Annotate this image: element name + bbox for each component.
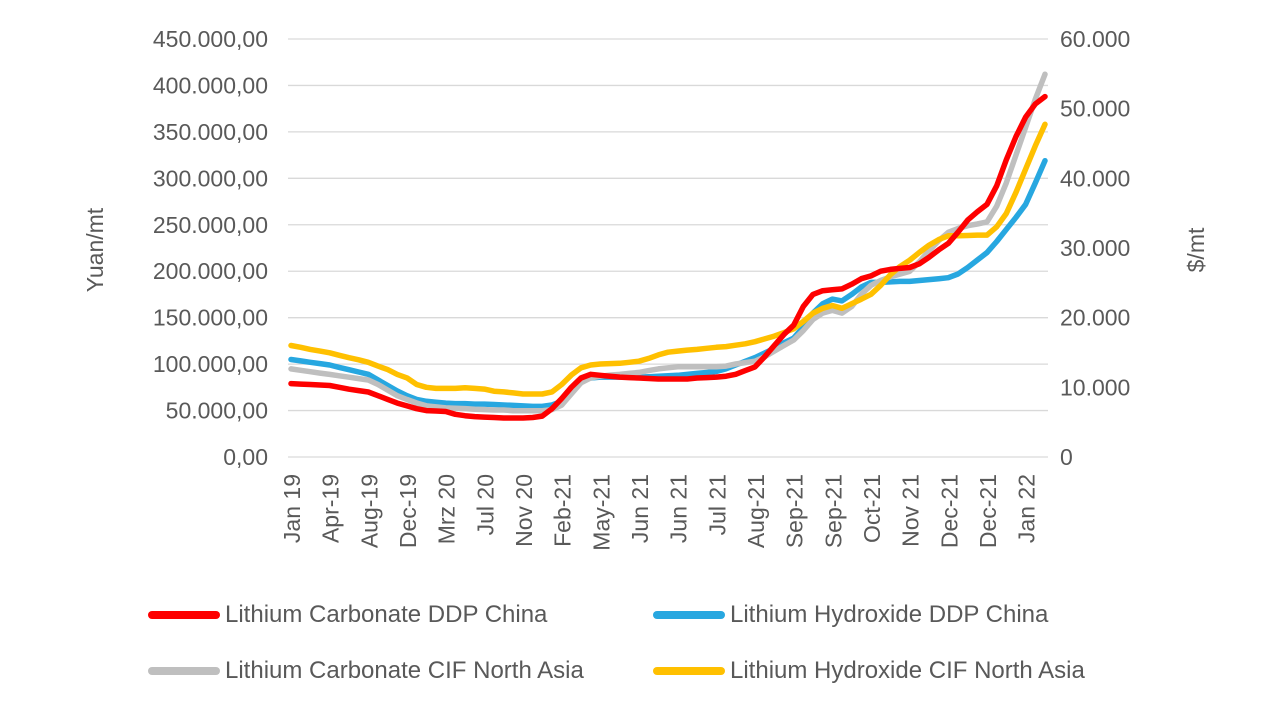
legend-line-swatch-icon xyxy=(653,611,725,619)
x-axis-tick-label: Nov 21 xyxy=(898,474,924,547)
right-axis-tick-label: 0 xyxy=(1060,444,1073,470)
left-axis-tick-label: 100.000,00 xyxy=(153,351,268,377)
x-axis-tick-label: Oct-21 xyxy=(859,474,885,543)
series-line-lithium-hydroxide-ddp-china xyxy=(288,157,1048,410)
right-axis-title: $/mt xyxy=(1183,227,1209,272)
left-axis-title: Yuan/mt xyxy=(82,207,108,292)
x-axis-tick-labels: Jan 19 Apr-19 Aug-19 Dec-19 Mrz 20 Jul 20 Nov … xyxy=(279,474,1040,551)
left-axis-tick-label: 400.000,00 xyxy=(153,72,268,98)
x-axis-tick-label: Sep-21 xyxy=(782,474,808,548)
legend-item: Lithium Hydroxide DDP China xyxy=(653,600,1158,630)
x-axis-tick-label: Dec-21 xyxy=(936,474,962,548)
legend-item: Lithium Carbonate CIF North Asia xyxy=(148,656,653,686)
left-axis-tick-labels: 450.000,00 400.000,00 350.000,00 300.000,00… xyxy=(153,26,268,470)
x-axis-tick-label: Aug-21 xyxy=(743,474,769,548)
x-axis-tick-label: Jan 19 xyxy=(279,474,305,543)
legend-line-swatch-icon xyxy=(653,667,725,675)
left-axis-tick-label: 250.000,00 xyxy=(153,212,268,238)
left-axis-tick-label: 0,00 xyxy=(223,444,268,470)
legend-label: Lithium Hydroxide DDP China xyxy=(730,601,1049,628)
right-axis-tick-label: 20.000 xyxy=(1060,305,1130,331)
left-axis-tick-label: 300.000,00 xyxy=(153,165,268,191)
x-axis-tick-label: Jun 21 xyxy=(666,474,692,543)
x-axis-tick-label: Feb-21 xyxy=(550,474,576,547)
left-axis-tick-label: 50.000,00 xyxy=(166,398,268,424)
x-axis-tick-label: Jul 21 xyxy=(704,474,730,535)
left-axis-tick-label: 450.000,00 xyxy=(153,26,268,52)
x-axis-tick-label: May-21 xyxy=(588,474,614,551)
x-axis-tick-label: Jan 22 xyxy=(1014,474,1040,543)
legend-line-swatch-icon xyxy=(148,611,220,619)
right-axis-tick-label: 60.000 xyxy=(1060,26,1130,52)
x-axis-tick-label: Sep-21 xyxy=(820,474,846,548)
right-axis-tick-label: 10.000 xyxy=(1060,374,1130,400)
left-axis-tick-label: 350.000,00 xyxy=(153,119,268,145)
series-lines xyxy=(288,71,1048,421)
x-axis-tick-label: Aug-19 xyxy=(356,474,382,548)
series-line-lithium-hydroxide-cif-north-asia xyxy=(288,121,1048,397)
legend-label: Lithium Carbonate CIF North Asia xyxy=(225,657,584,684)
right-axis-tick-labels: 60.000 50.000 40.000 30.000 20.000 10.000 0 xyxy=(1060,26,1130,470)
chart-plot-area: 450.000,00 400.000,00 350.000,00 300.000,00… xyxy=(82,26,1209,551)
x-axis-tick-label: Nov 20 xyxy=(511,474,537,547)
x-axis-tick-label: Mrz 20 xyxy=(434,474,460,544)
right-axis-tick-label: 40.000 xyxy=(1060,165,1130,191)
right-axis-tick-label: 30.000 xyxy=(1060,235,1130,261)
gridlines xyxy=(288,38,1048,458)
legend-item: Lithium Carbonate DDP China xyxy=(148,600,653,630)
legend-label: Lithium Carbonate DDP China xyxy=(225,601,548,628)
right-axis-tick-label: 50.000 xyxy=(1060,96,1130,122)
legend-item: Lithium Hydroxide CIF North Asia xyxy=(653,656,1158,686)
x-axis-tick-label: Dec-21 xyxy=(975,474,1001,548)
legend-label: Lithium Hydroxide CIF North Asia xyxy=(730,657,1085,684)
x-axis-tick-label: Jul 20 xyxy=(472,474,498,535)
x-axis-tick-label: Apr-19 xyxy=(318,474,344,543)
x-axis-tick-label: Dec-19 xyxy=(395,474,421,548)
series-line-lithium-carbonate-ddp-china xyxy=(288,93,1048,421)
chart-legend: Lithium Carbonate DDP China Lithium Hydro… xyxy=(148,600,1208,686)
x-axis-tick-label: Jun 21 xyxy=(627,474,653,543)
left-axis-tick-label: 200.000,00 xyxy=(153,258,268,284)
legend-line-swatch-icon xyxy=(148,667,220,675)
left-axis-tick-label: 150.000,00 xyxy=(153,305,268,331)
